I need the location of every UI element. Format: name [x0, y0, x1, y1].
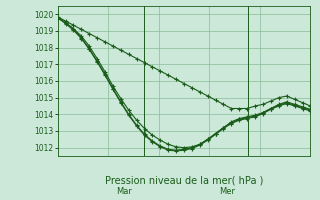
X-axis label: Pression niveau de la mer( hPa ): Pression niveau de la mer( hPa ) [105, 175, 263, 185]
Text: Mer: Mer [219, 187, 235, 196]
Text: Mar: Mar [116, 187, 132, 196]
